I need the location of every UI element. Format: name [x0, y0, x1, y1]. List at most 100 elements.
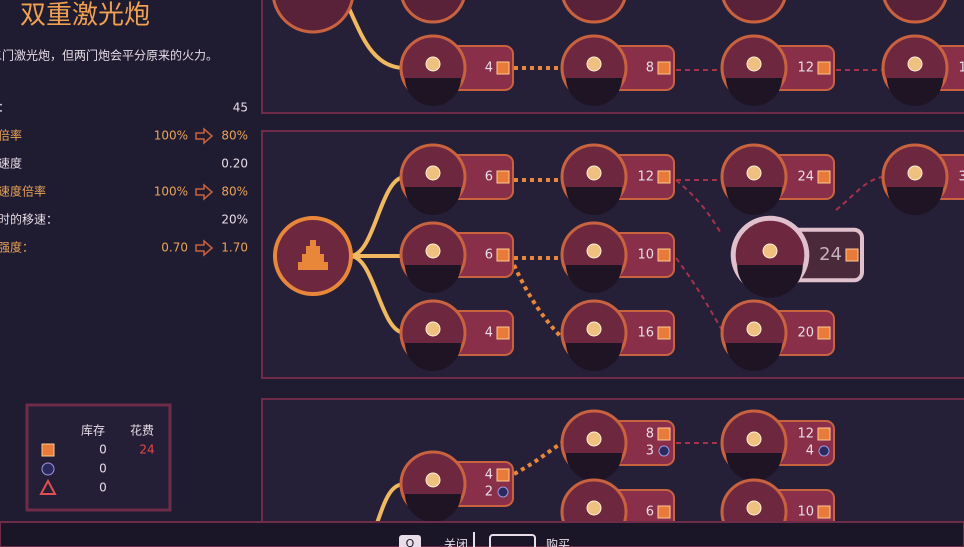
node-shadow [566, 265, 622, 293]
scrap-icon [817, 326, 831, 340]
node-cost: 4 [485, 61, 493, 76]
core-icon [818, 445, 830, 457]
stat-label: 时的移速： [0, 212, 58, 227]
node-shadow [887, 187, 943, 215]
node-icon [586, 56, 602, 72]
node-cores: 4 [806, 444, 814, 459]
stat-value: 0.20 [221, 157, 248, 171]
node-shadow [887, 78, 943, 106]
upgrade-node[interactable]: 24 [720, 143, 835, 215]
node-partial [562, 0, 626, 24]
node-icon [762, 243, 778, 259]
inventory-icons [39, 443, 57, 495]
node-icon [746, 321, 762, 337]
node-shadow [726, 453, 782, 481]
node-shadow [726, 78, 782, 106]
upgrade-node[interactable]: 24 [730, 215, 864, 298]
upgrade-node[interactable]: 124 [720, 409, 835, 481]
scrap-icon [657, 248, 671, 262]
upgrade-node[interactable]: 4 [399, 34, 514, 106]
close-button[interactable]: 关闭 [444, 538, 468, 547]
scrap-icon [496, 326, 510, 340]
node-cost: 4 [485, 326, 493, 341]
node-shadow [405, 494, 461, 522]
link [512, 66, 564, 476]
node-partial [401, 0, 465, 24]
stat-label: ： [0, 101, 10, 115]
scrap-icon [817, 170, 831, 184]
node-cost: 4 [485, 468, 493, 483]
upgrade-node[interactable]: 10 [560, 221, 675, 293]
scrap-icon [817, 427, 831, 441]
node-icon [425, 56, 441, 72]
upgrade-node[interactable]: 6 [399, 143, 514, 215]
inventory-header: 库存 [81, 423, 105, 438]
link [675, 69, 883, 444]
stat-from: 100% [154, 185, 188, 199]
node-partial [272, 0, 354, 34]
upgrade-node[interactable]: 42 [399, 450, 514, 522]
core-icon [41, 462, 55, 476]
inventory-header: 花费 [130, 423, 154, 438]
node-shadow [405, 187, 461, 215]
footer-bar [0, 521, 964, 547]
key-cap [399, 535, 421, 547]
key-label: Q [406, 537, 415, 547]
node-shadow [726, 343, 782, 371]
node-shadow [405, 343, 461, 371]
scrap-icon [496, 248, 510, 262]
node-partial [722, 0, 786, 24]
upgrade-node[interactable]: 6 [399, 221, 514, 293]
scrap-icon [657, 505, 671, 519]
node-icon [586, 165, 602, 181]
node-icon [586, 243, 602, 259]
node-cost: 24 [797, 170, 814, 185]
connections [343, 0, 883, 530]
node-cost: 10 [797, 505, 814, 520]
item-description: 二门激光炮，但两门炮会平分原来的火力。 [0, 48, 218, 63]
node-icon [425, 472, 441, 488]
stock: 0 [99, 462, 107, 476]
scrap-icon [496, 61, 510, 75]
node-cost: 24 [819, 244, 842, 265]
scrap-icon [496, 468, 510, 482]
node-icon [746, 431, 762, 447]
upgrade-node[interactable]: 20 [720, 299, 835, 371]
item-title: 双重激光炮 [20, 1, 150, 31]
upgrade-node[interactable]: 83 [560, 409, 675, 481]
node-partial [883, 0, 947, 24]
node-icon [425, 321, 441, 337]
arrow-icon [195, 239, 214, 257]
upgrade-node[interactable]: 4 [399, 299, 514, 371]
node-cores: 3 [646, 444, 654, 459]
upgrade-node[interactable]: 8 [560, 34, 675, 106]
node-cost: 30 [958, 170, 964, 185]
node-cost: 6 [485, 248, 493, 263]
buy-button[interactable]: 购买 [546, 537, 570, 547]
node-icon [746, 56, 762, 72]
scrap-icon [41, 443, 55, 457]
scrap-icon [817, 505, 831, 519]
stat-to: 80% [221, 185, 248, 199]
link [349, 175, 406, 335]
scrap-icon [817, 61, 831, 75]
node-icon [907, 165, 923, 181]
scrap-icon [845, 248, 859, 262]
upgrade-node[interactable]: 12 [720, 34, 835, 106]
stat-label: 倍率 [0, 128, 22, 143]
upgrade-node[interactable]: 30 [881, 143, 964, 215]
upgrade-node[interactable]: 12 [560, 143, 675, 215]
scrap-icon [496, 170, 510, 184]
stock: 0 [99, 443, 107, 457]
cost: 24 [139, 443, 154, 457]
node-cost: 6 [485, 170, 493, 185]
node-shadow [737, 265, 803, 298]
node-icon [586, 500, 602, 516]
node-cost: 6 [646, 505, 654, 520]
stats: ： 45 倍率 100% 80% 速度 0.20 速度倍率 100% 80% 时的移速： 20% 强度：… [0, 101, 248, 257]
upgrade-node[interactable]: 16 [560, 299, 675, 371]
scrap-icon [657, 61, 671, 75]
node-shadow [405, 78, 461, 106]
upgrade-node[interactable]: 16 [881, 34, 964, 106]
